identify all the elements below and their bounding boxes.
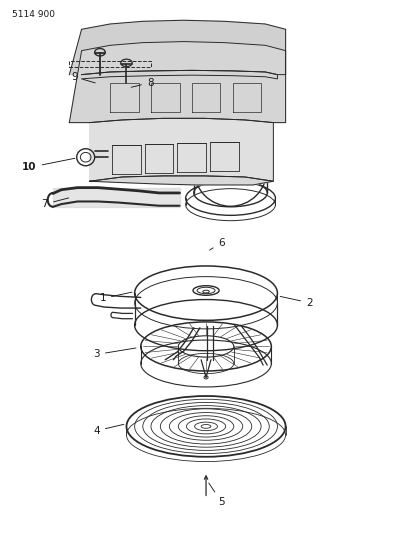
Text: 1: 1 [100, 292, 132, 303]
Polygon shape [90, 118, 273, 181]
Polygon shape [69, 20, 286, 75]
Text: 5: 5 [209, 483, 225, 507]
Text: 8: 8 [131, 78, 153, 87]
Polygon shape [90, 176, 273, 185]
Text: 4: 4 [93, 424, 124, 435]
Text: 5114 900: 5114 900 [12, 10, 55, 19]
Polygon shape [69, 42, 286, 123]
Text: 7: 7 [42, 198, 69, 209]
Text: 6: 6 [210, 238, 225, 250]
Text: 3: 3 [93, 348, 136, 359]
Text: 10: 10 [22, 158, 75, 172]
Text: 9: 9 [71, 72, 95, 83]
Text: 2: 2 [280, 296, 313, 308]
